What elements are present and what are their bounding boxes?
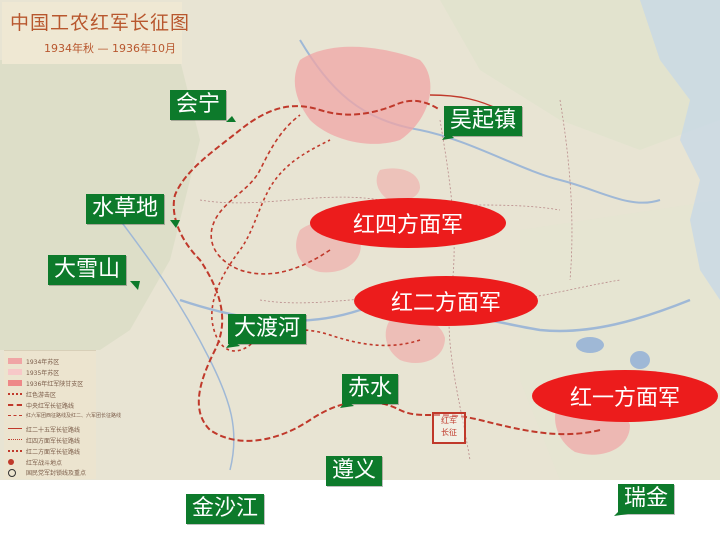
place-label-zunyi: 遵义 <box>326 456 383 486</box>
dongting-lake <box>576 337 604 353</box>
place-label-chishui: 赤水 <box>342 374 399 404</box>
pointer-huining <box>226 116 236 122</box>
place-label-wuqizhen: 吴起镇 <box>444 106 523 136</box>
legend-item: 1934年苏区 <box>8 357 59 366</box>
army-text-second-front: 红二方面军 <box>390 291 501 316</box>
fourth-front-route <box>210 114 331 275</box>
pointer-chishui <box>340 400 354 408</box>
army-label-first-front: 红一方面军 <box>532 370 718 422</box>
pointer-wuqizhen <box>442 132 454 140</box>
place-label-ruijin: 瑞金 <box>618 484 675 514</box>
shaanxi-soviet-area <box>294 46 431 144</box>
sea <box>640 0 720 300</box>
poyang-lake <box>630 351 650 369</box>
seal-stamp: 红军 长征 <box>432 412 466 444</box>
pointer-shuicaodi <box>170 220 180 228</box>
place-label-jinshajiang: 金沙江 <box>186 494 265 524</box>
army-text-fourth-front: 红四方面军 <box>352 213 463 238</box>
place-label-shuicaodi: 水草地 <box>86 194 165 224</box>
hunan-soviet-area <box>385 315 445 364</box>
province-border-4 <box>559 99 573 281</box>
place-label-daxueshan: 大雪山 <box>48 255 127 285</box>
legend-item: 1935年苏区 <box>8 368 59 377</box>
army-label-fourth-front: 红四方面军 <box>310 198 506 248</box>
place-label-daduhe: 大渡河 <box>228 314 307 344</box>
legend-item: 国民党军封锁线及重点 <box>8 468 86 477</box>
legend-item: 1936年红军陕甘支区 <box>8 379 83 388</box>
army-label-second-front: 红二方面军 <box>354 276 538 326</box>
map-legend: 1934年苏区 1935年苏区 1936年红军陕甘支区 红色游击区 中央红军长征… <box>4 350 121 479</box>
pointer-ruijin <box>614 510 628 516</box>
legend-item: 红二方面军长征路线 <box>8 447 80 456</box>
place-label-huining: 会宁 <box>170 90 227 120</box>
legend-item: 红军战斗地点 <box>8 458 62 467</box>
pointer-daduhe <box>226 340 240 348</box>
map-title-block: 中国工农红军长征图 1934年秋 — 1936年10月 <box>2 2 189 64</box>
legend-item: 红二十五军长征路线 <box>8 425 80 434</box>
legend-item: 红色游击区 <box>8 390 56 399</box>
map-subtitle: 1934年秋 — 1936年10月 <box>44 42 176 55</box>
legend-item: 中央红军长征路线 <box>8 401 74 410</box>
legend-item: 红四方面军长征路线 <box>8 436 80 445</box>
second-front-route <box>211 139 421 352</box>
northeast-region <box>440 0 720 150</box>
army-text-first-front: 红一方面军 <box>569 386 680 411</box>
sichuan-shaanxi-area <box>376 168 420 201</box>
central-red-army-route <box>172 99 601 442</box>
legend-item: 红六军团西征路线及红二、六军团长征路线 <box>8 412 121 419</box>
map-title: 中国工农红军长征图 <box>10 12 191 34</box>
pointer-daxueshan <box>130 281 140 290</box>
